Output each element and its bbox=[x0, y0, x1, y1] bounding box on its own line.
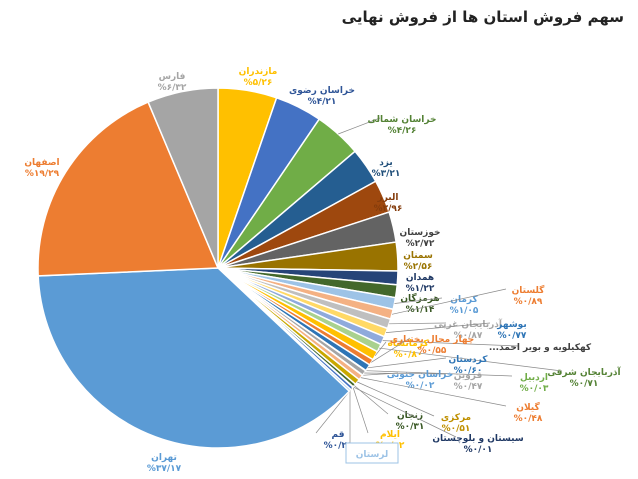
slice-name-label: هرمزگان bbox=[400, 292, 439, 304]
slice-value-label: %۰/۵۵ bbox=[418, 346, 447, 356]
slice-value-label: %۰/۶۰ bbox=[454, 366, 483, 376]
slice-value-label: %۰/۰۲ bbox=[406, 381, 435, 391]
slice-name-label: همدان bbox=[406, 273, 434, 283]
slice-value-label: %۰/۸۹ bbox=[514, 297, 543, 307]
slice-name-label: فارس bbox=[159, 72, 186, 82]
pie-slice bbox=[37, 267, 351, 449]
slice-name-label: آذربایجان غربی bbox=[434, 318, 503, 330]
leader-line bbox=[357, 381, 435, 417]
slice-name-label: بوشهر bbox=[496, 320, 526, 330]
slice-value-label: %۰/۴۷ bbox=[454, 382, 483, 392]
slice-name-label: کردستان bbox=[448, 355, 488, 365]
slice-value-label: %۱/۲۲ bbox=[406, 284, 435, 294]
label-box bbox=[345, 442, 399, 464]
leader-line bbox=[362, 372, 399, 376]
slice-name-label: خوزستان bbox=[400, 228, 441, 238]
slice-name-label: قم bbox=[332, 430, 345, 440]
slice-value-label: %۰/۷۷ bbox=[498, 331, 527, 341]
slice-name-label: مازندران bbox=[239, 67, 278, 77]
leader-line bbox=[352, 386, 369, 434]
slice-name-label: خراسان شمالی bbox=[368, 115, 437, 125]
slice-value-label: %۱/۱۴ bbox=[406, 305, 435, 315]
slice-value-label: %۰/۰۱ bbox=[464, 445, 493, 455]
leader-line bbox=[389, 322, 447, 325]
leader-line bbox=[338, 117, 381, 135]
slice-value-label: %۵/۲۶ bbox=[244, 78, 273, 88]
leader-line bbox=[315, 388, 353, 434]
chart-title: سهم فروش استان ها از فروش نهایی bbox=[341, 8, 624, 26]
pie-slice bbox=[147, 87, 219, 269]
slice-name-label: اردبیل bbox=[520, 373, 548, 383]
slice-name-label: آذربایجان شرقی bbox=[547, 366, 621, 378]
slice-value-label: %۲/۷۲ bbox=[406, 239, 435, 249]
slice-name-label: سیستان و بلوچستان bbox=[432, 434, 524, 444]
slice-name-label: البرز bbox=[377, 193, 399, 203]
leader-line bbox=[379, 347, 563, 372]
slice-name-label: اصفهان bbox=[24, 158, 59, 168]
slice-name-label: کرمان bbox=[450, 295, 478, 305]
leader-line bbox=[382, 340, 519, 347]
slice-value-label: %۱۹/۲۹ bbox=[25, 169, 60, 179]
slice-name-label: خراسان رضوی bbox=[289, 86, 355, 96]
leader-line bbox=[360, 377, 507, 407]
slice-name-label: یزد bbox=[379, 158, 393, 168]
slice-value-label: %۰/۷۱ bbox=[570, 379, 599, 389]
slice-value-label: %۴/۲۱ bbox=[308, 97, 337, 107]
slice-name-label: قزوین bbox=[454, 371, 483, 381]
leader-line bbox=[385, 322, 491, 333]
slice-name-label: تهران bbox=[151, 453, 177, 463]
pie-slice bbox=[37, 101, 220, 277]
slice-value-label: %۴/۲۶ bbox=[388, 126, 417, 136]
slice-name-label: کهکیلویه و بویر احمد... bbox=[489, 343, 592, 353]
slice-name-label: گیلان bbox=[516, 401, 540, 413]
leader-line bbox=[364, 372, 447, 375]
slice-value-label: %۶/۳۲ bbox=[158, 83, 187, 93]
slice-name-label: مرکزی bbox=[441, 413, 471, 423]
slice-value-label: %۲/۹۶ bbox=[374, 204, 403, 214]
leader-line bbox=[374, 341, 387, 356]
leader-line bbox=[365, 370, 513, 377]
slice-value-label: %۰/۲۹ bbox=[324, 441, 353, 451]
slice-value-label: %۰/۸۰ bbox=[394, 350, 423, 360]
slice-value-label: %۰/۸۷ bbox=[454, 331, 483, 341]
slice-name-label: خراسان جنوبی bbox=[387, 370, 454, 380]
slice-value-label: %۳۷/۱۷ bbox=[147, 464, 182, 474]
leader-line bbox=[352, 386, 457, 438]
slice-value-label: %۲/۵۶ bbox=[404, 262, 433, 272]
slice-value-label: %۰/۳۱ bbox=[396, 422, 425, 432]
leader-line bbox=[394, 297, 443, 304]
slice-value-label: %۰/۴۸ bbox=[514, 414, 543, 424]
slice-name-label: لرستان bbox=[356, 450, 389, 460]
slice-name-label: سمنان bbox=[403, 251, 433, 261]
slice-name-label: ایلام bbox=[380, 430, 400, 440]
slice-value-label: %۳/۲۱ bbox=[372, 169, 401, 179]
leader-line bbox=[367, 357, 447, 369]
slice-name-label: کرمانشاه bbox=[387, 339, 429, 349]
slice-name-label: زنجان bbox=[397, 411, 423, 421]
slice-name-label: چهار محال بختیاری bbox=[390, 335, 475, 345]
slice-value-label: %۰/۵۱ bbox=[442, 424, 471, 434]
slice-name-label: گلستان bbox=[512, 284, 546, 296]
leader-line bbox=[391, 288, 507, 315]
leader-line bbox=[371, 337, 411, 363]
slice-value-label: %۱/۰۵ bbox=[450, 306, 479, 316]
slice-value-label: %۰/۰۳ bbox=[520, 384, 549, 394]
